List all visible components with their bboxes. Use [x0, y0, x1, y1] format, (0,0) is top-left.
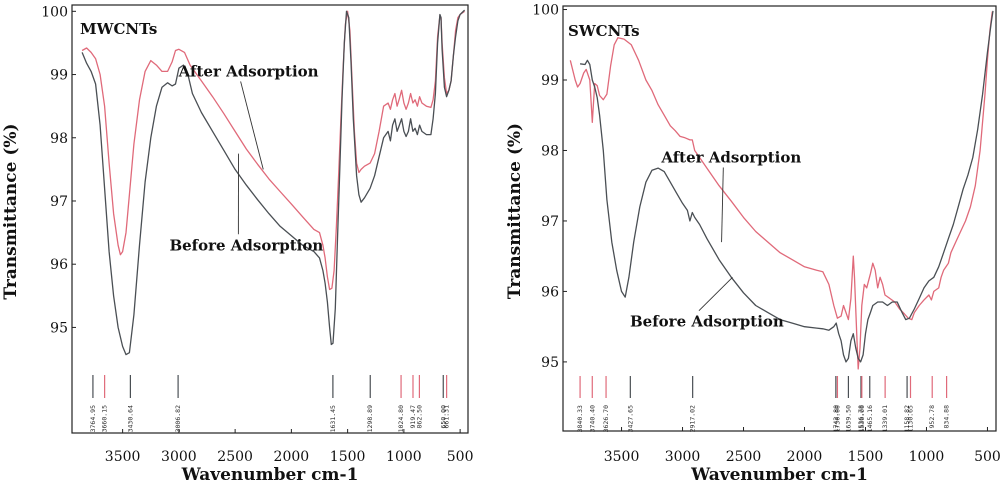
peak-label: 3660.15 [101, 405, 109, 432]
y-tick-label: 97 [541, 214, 559, 230]
peak-label: 1639.50 [844, 405, 852, 432]
annotation-leader [240, 81, 264, 170]
y-axis-title: Transmittance (%) [1, 123, 21, 299]
x-tick-label: 3000 [665, 449, 701, 465]
x-tick-label: 2000 [787, 449, 823, 465]
peak-label: 650.00 [439, 405, 447, 429]
annotation-leader [698, 277, 733, 311]
before-adsorption-line [580, 10, 994, 363]
peak-label: 862.50 [415, 405, 423, 429]
x-tick-label: 500 [974, 449, 1000, 465]
panel-title: SWCNTs [568, 22, 640, 40]
peak-label: 952.78 [928, 405, 936, 429]
y-tick-label: 96 [541, 284, 559, 300]
peak-label: 3626.70 [602, 405, 610, 432]
x-tick-label: 3500 [105, 449, 141, 465]
annotation-label: Before Adsorption [630, 313, 784, 331]
panel-title: MWCNTs [80, 20, 157, 38]
x-tick-label: 2000 [274, 449, 310, 465]
peak-label: 919.47 [409, 405, 417, 429]
annotation-label: After Adsorption [178, 62, 319, 80]
y-tick-label: 98 [541, 143, 559, 159]
x-tick-label: 1000 [386, 449, 422, 465]
y-tick-label: 99 [50, 68, 68, 84]
x-tick-label: 2500 [217, 449, 253, 465]
peak-label: 1536.78 [857, 405, 865, 432]
before-adsorption-line [81, 9, 466, 356]
y-tick-label: 98 [50, 131, 68, 147]
peak-label: 1465.16 [866, 405, 874, 432]
peak-label: 1130.65 [906, 405, 914, 432]
plot-frame [71, 4, 469, 434]
y-tick-label: 95 [50, 320, 68, 336]
peak-label: 3764.95 [89, 405, 97, 432]
y-tick-label: 100 [41, 4, 68, 20]
peak-label: 834.88 [943, 405, 951, 429]
y-tick-label: 95 [541, 355, 559, 371]
peak-label: 3430.64 [126, 405, 134, 432]
peak-label: 1742.80 [832, 405, 840, 432]
annotation-label: After Adsorption [660, 148, 801, 166]
peak-label: 1530.00 [858, 405, 866, 432]
peak-label: 2917.02 [689, 405, 697, 432]
x-tick-label: 1500 [848, 449, 884, 465]
x-tick-label: 1500 [330, 449, 366, 465]
y-tick-label: 96 [50, 257, 68, 273]
x-axis-title: Wavenumber cm-1 [181, 465, 359, 485]
peak-label: 3427.65 [626, 405, 634, 432]
annotation-leader [721, 167, 724, 243]
after-adsorption-line [569, 11, 993, 370]
peak-label: 3006.82 [174, 405, 182, 432]
peak-label: 1631.45 [329, 405, 337, 432]
x-tick-label: 500 [447, 449, 474, 465]
peak-label: 661.31 [443, 405, 451, 429]
y-axis-title: Transmittance (%) [505, 123, 525, 299]
peak-label: 1158.82 [903, 405, 911, 432]
y-tick-label: 100 [532, 3, 559, 19]
annotation-label: Before Adsorption [169, 236, 323, 254]
mwcnts-panel: MWCNTs 95 96 97 98 99 100 3500 3000 2500 2000 1500 1… [1, 4, 473, 485]
peak-label: 1024.80 [397, 405, 405, 432]
peak-label: 1339.01 [881, 405, 889, 432]
swcnts-panel: SWCNTs 95 96 97 98 99 100 3500 3000 2500 2000 1500 1… [505, 3, 1000, 485]
plot-frame [562, 5, 997, 432]
x-tick-label: 1000 [909, 449, 945, 465]
peak-label: 3740.40 [588, 405, 596, 432]
x-tick-label: 2500 [726, 449, 762, 465]
x-tick-label: 3500 [604, 449, 640, 465]
peak-label: 1298.89 [366, 405, 374, 432]
y-tick-label: 97 [50, 194, 68, 210]
y-tick-label: 99 [541, 73, 559, 89]
peak-label: 3840.33 [576, 405, 584, 432]
x-axis-title: Wavenumber cm-1 [690, 465, 868, 485]
x-tick-label: 3000 [161, 449, 197, 465]
peak-label: 1730.00 [833, 405, 841, 432]
